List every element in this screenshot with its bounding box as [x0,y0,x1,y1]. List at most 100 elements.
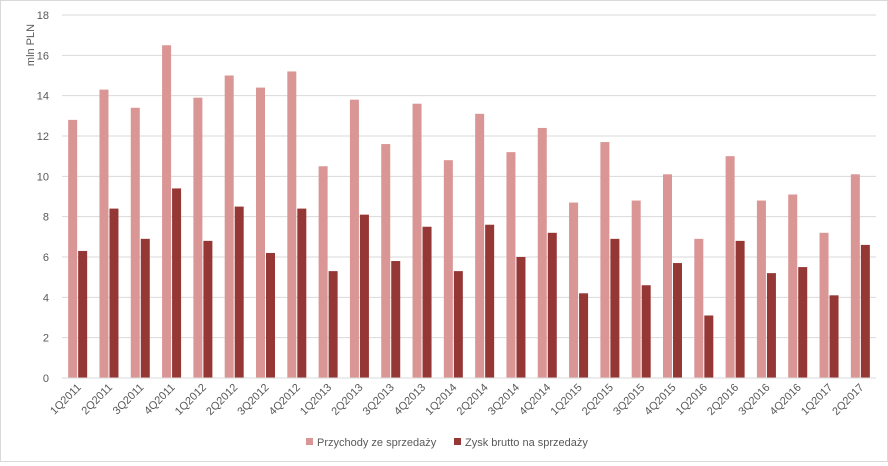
x-tick-label: 4Q2014 [517,382,553,418]
bar-revenue [99,89,109,378]
legend-swatch-revenue [306,438,313,445]
x-axis-tick-labels: 1Q20112Q20113Q20114Q20111Q20122Q20123Q20… [48,382,866,418]
x-tick-label: 1Q2017 [799,382,835,418]
bar-revenue [600,142,610,378]
x-tick-label: 2Q2011 [79,382,115,418]
x-tick-label: 1Q2016 [674,382,710,418]
y-tick-label: 16 [37,50,49,62]
x-tick-label: 1Q2011 [48,382,84,418]
bar-revenue [68,119,78,378]
bar-gross-profit [109,208,119,378]
bar-revenue [475,113,485,379]
bar-gross-profit [641,285,651,378]
legend-label-gross-profit: Zysk brutto na sprzedaży [465,437,588,449]
bar-gross-profit [735,240,745,378]
x-tick-label: 1Q2012 [173,382,209,418]
x-tick-label: 2Q2017 [830,382,866,418]
x-tick-label: 2Q2014 [455,382,491,418]
bar-gross-profit [766,273,776,378]
x-tick-label: 3Q2016 [736,382,772,418]
y-tick-label: 18 [37,10,49,22]
bar-revenue [381,144,391,378]
y-tick-label: 10 [37,171,49,183]
bar-revenue [819,232,829,378]
x-tick-label: 3Q2012 [235,382,271,418]
y-tick-label: 6 [43,252,49,264]
bars [68,45,870,379]
bar-revenue [256,87,265,378]
bar-revenue [506,152,516,378]
gridlines [62,14,876,339]
x-tick-label: 4Q2016 [768,382,804,418]
x-tick-label: 4Q2011 [142,382,178,418]
bar-gross-profit [328,271,338,378]
bar-revenue [569,202,579,378]
y-tick-label: 0 [43,373,49,385]
bar-gross-profit [829,295,839,378]
bar-gross-profit [579,293,589,378]
bar-gross-profit [297,208,307,378]
bar-gross-profit [359,214,369,378]
x-tick-label: 2Q2012 [204,382,240,418]
y-tick-label: 12 [37,131,49,143]
y-tick-label: 8 [43,212,49,224]
bar-revenue [756,200,766,378]
bar-gross-profit [547,232,557,378]
bar-revenue [193,97,203,378]
bar-revenue [694,238,704,378]
bar-gross-profit [798,267,808,378]
bar-gross-profit [203,240,213,378]
bar-gross-profit [140,238,150,378]
bar-gross-profit [610,238,620,378]
x-tick-label: 2Q2015 [580,382,616,418]
bar-revenue [663,174,672,378]
bar-revenue [631,200,641,378]
bar-gross-profit [172,188,182,378]
legend-label-revenue: Przychody ze sprzedaży [317,437,437,449]
bar-revenue [850,174,860,378]
bar-gross-profit [391,261,401,378]
bar-revenue [130,107,140,379]
bar-revenue [318,166,328,378]
x-tick-label: 1Q2013 [298,382,334,418]
x-tick-label: 4Q2015 [642,382,678,418]
bar-gross-profit [485,224,495,378]
bar-gross-profit [234,206,244,378]
x-tick-label: 3Q2013 [361,382,397,418]
x-tick-label: 4Q2012 [267,382,303,418]
legend-swatch-gross-profit [454,438,461,445]
y-axis-title: mln PLN [25,24,37,66]
bar-gross-profit [78,250,88,378]
x-tick-label: 3Q2011 [111,382,147,418]
bar-gross-profit [266,252,275,378]
bar-revenue [287,71,297,378]
y-tick-label: 14 [37,91,49,103]
x-tick-label: 2Q2013 [329,382,365,418]
x-tick-label: 1Q2014 [423,382,459,418]
bar-revenue [162,45,172,378]
y-axis-tick-labels: 0 2 4 6 8 10 12 14 16 18 [37,10,49,385]
legend: Przychody ze sprzedaży Zysk brutto na sp… [306,437,588,449]
bar-revenue [224,75,234,378]
bar-revenue [443,160,453,378]
y-tick-label: 4 [43,292,49,304]
bar-revenue [412,103,422,378]
bar-gross-profit [516,257,526,378]
x-tick-label: 3Q2014 [486,382,522,418]
bar-revenue [725,156,735,378]
y-tick-label: 2 [43,333,49,345]
bar-revenue [788,194,798,378]
bar-revenue [537,127,547,378]
bar-gross-profit [673,263,682,378]
bar-gross-profit [453,271,463,378]
bar-revenue [349,99,359,378]
bar-gross-profit [422,226,432,378]
x-tick-label: 2Q2016 [705,382,741,418]
bar-gross-profit [704,315,714,378]
bar-gross-profit [860,244,870,378]
x-tick-label: 4Q2013 [392,382,428,418]
x-tick-label: 1Q2015 [549,382,585,418]
x-tick-label: 3Q2015 [611,382,647,418]
